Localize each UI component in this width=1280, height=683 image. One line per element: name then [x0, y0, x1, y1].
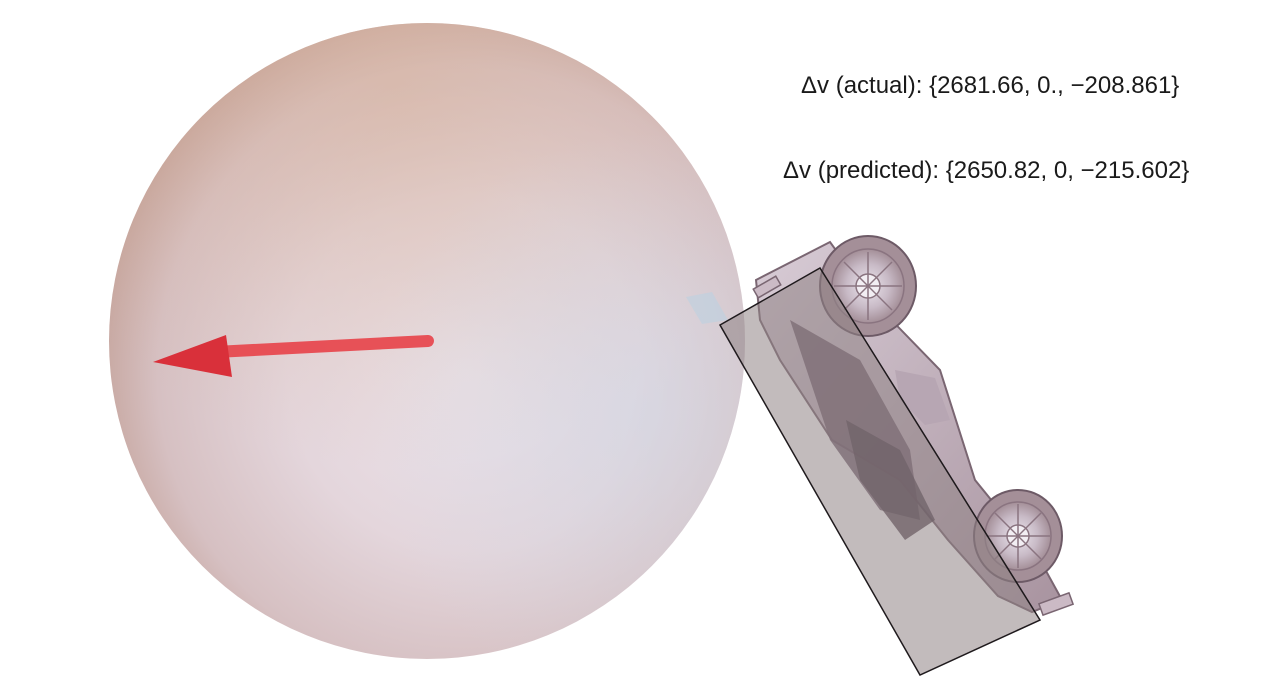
delta-v-actual-label: Δv (actual): {2681.66, 0., −208.861} — [801, 72, 1180, 99]
velocity-arrow-icon — [153, 335, 434, 377]
delta-v-predicted-label: Δv (predicted): {2650.82, 0, −215.602} — [783, 157, 1190, 184]
hitbox — [718, 266, 1042, 676]
